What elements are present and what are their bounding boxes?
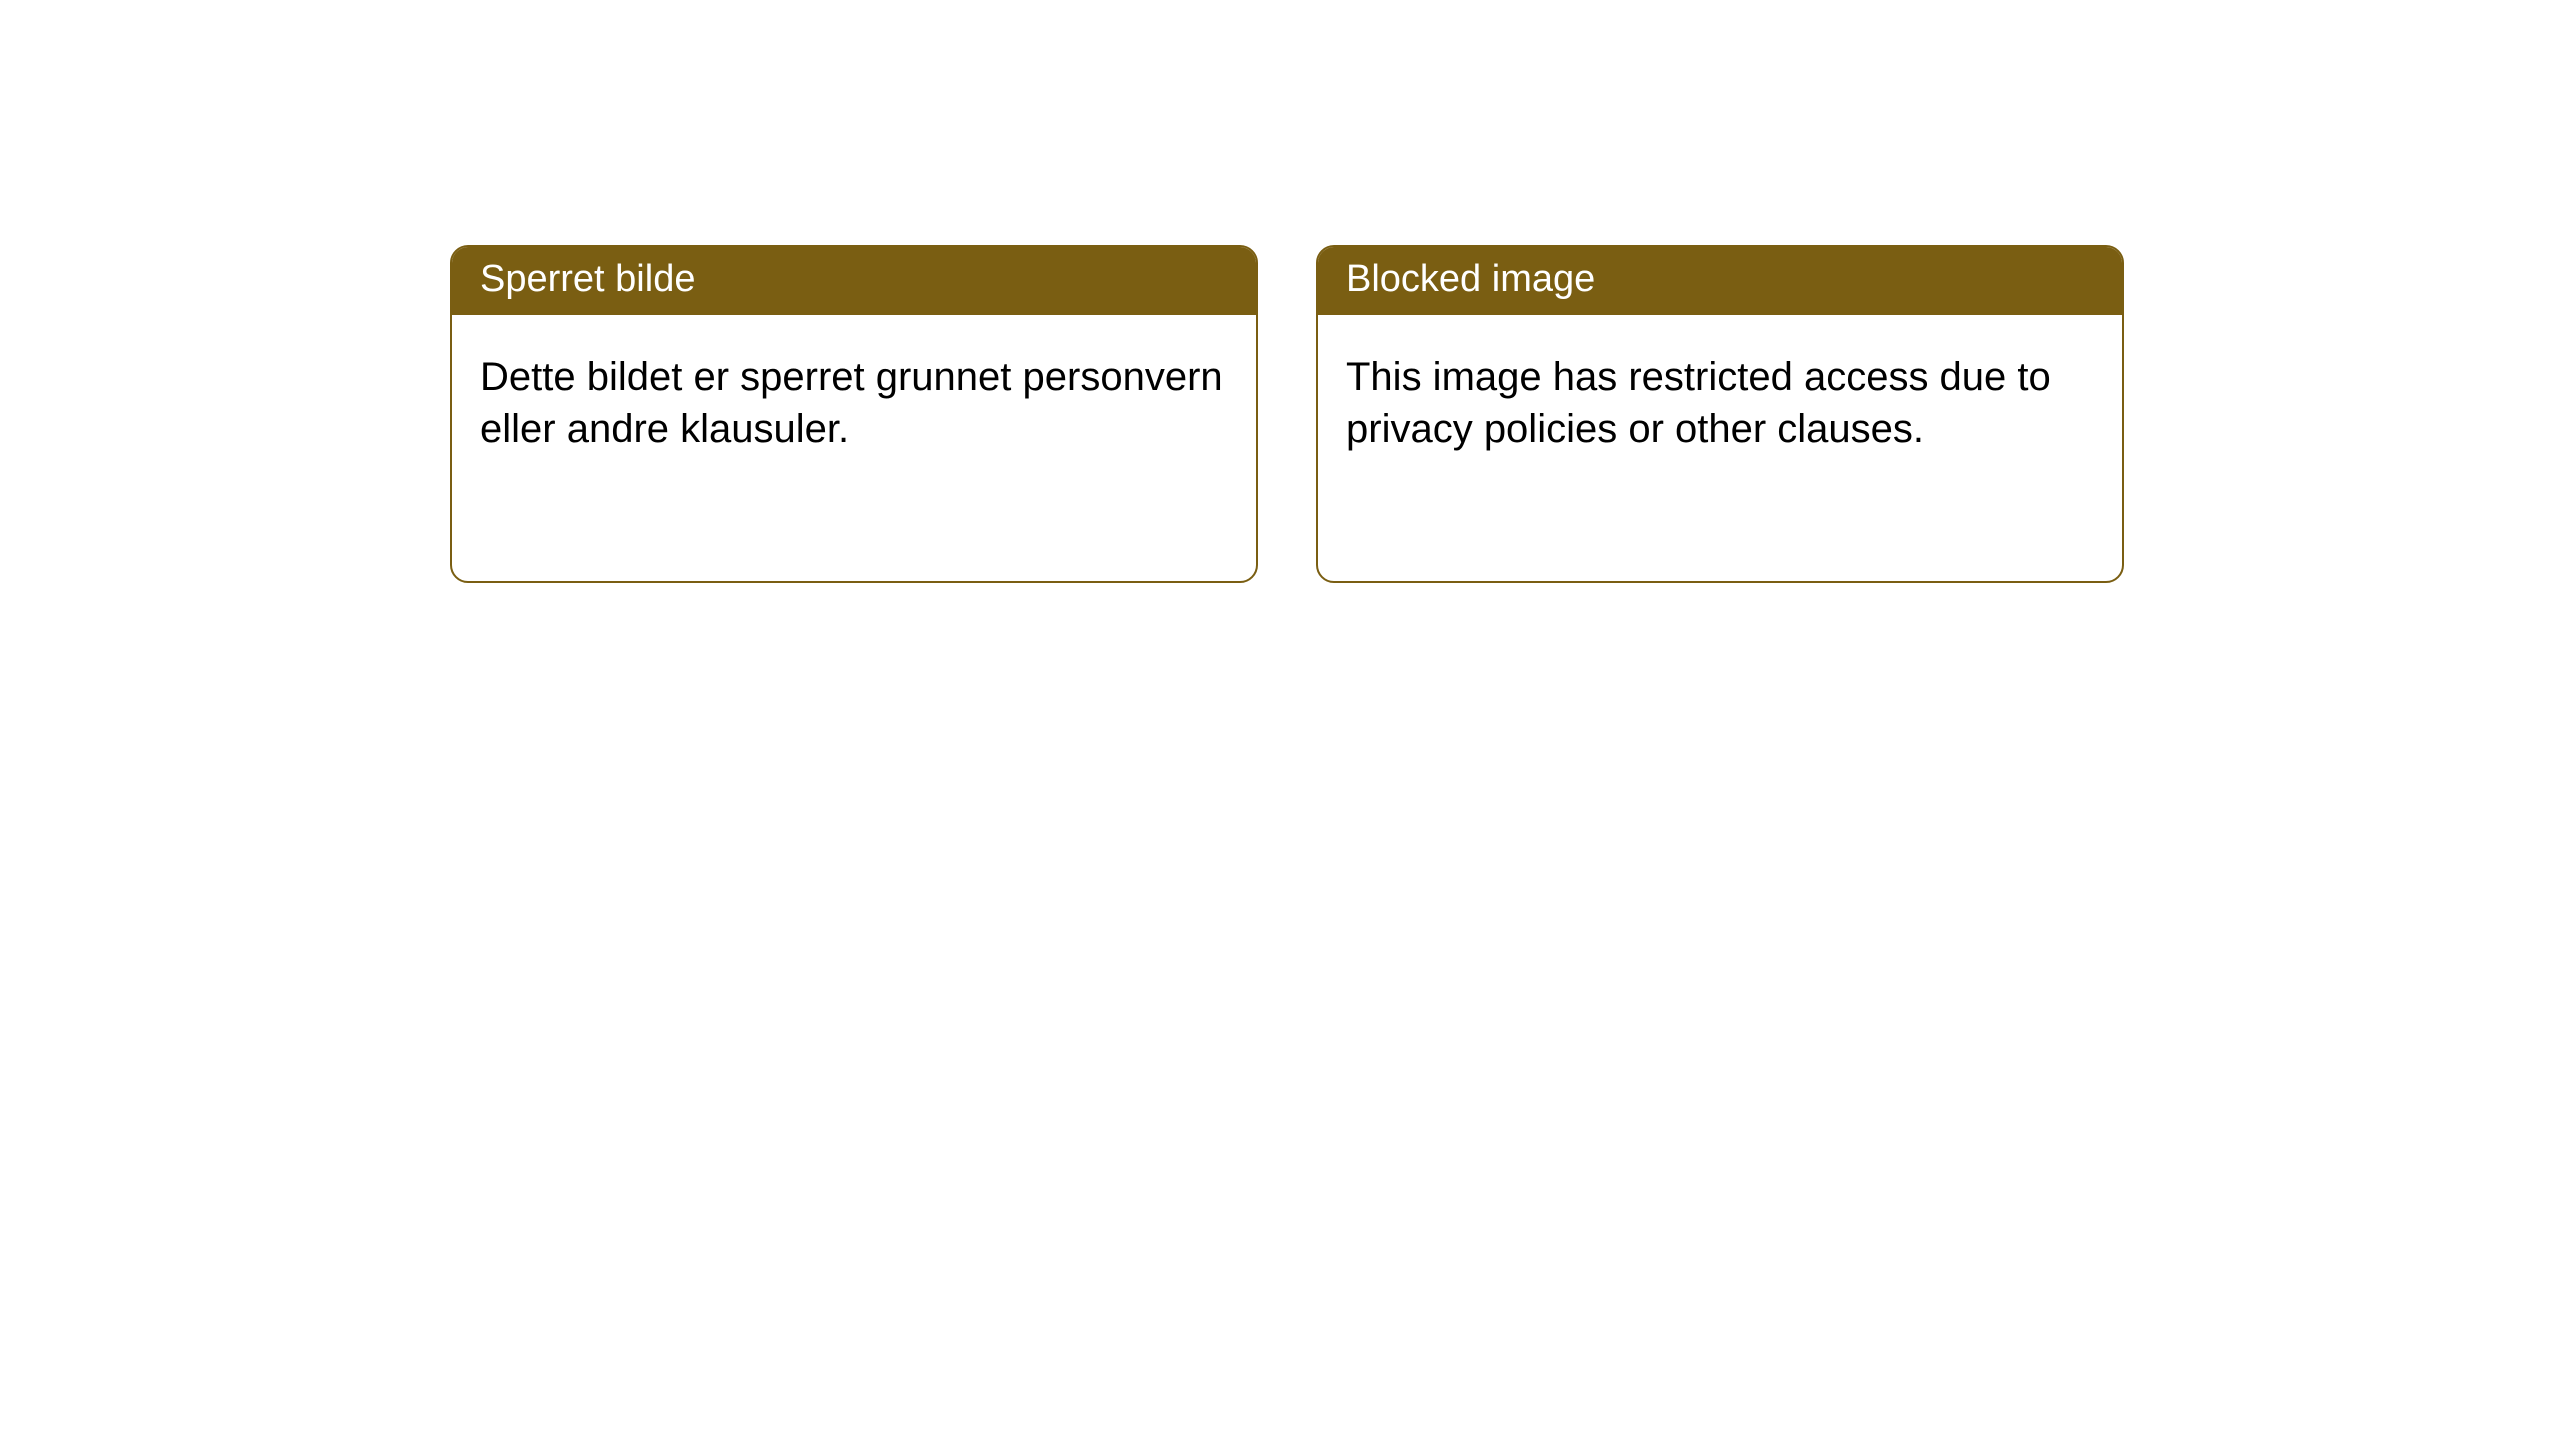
notices-container: Sperret bilde Dette bildet er sperret gr… xyxy=(450,245,2124,583)
notice-body-norwegian: Dette bildet er sperret grunnet personve… xyxy=(452,315,1256,491)
notice-body-english: This image has restricted access due to … xyxy=(1318,315,2122,491)
notice-card-norwegian: Sperret bilde Dette bildet er sperret gr… xyxy=(450,245,1258,583)
notice-card-english: Blocked image This image has restricted … xyxy=(1316,245,2124,583)
notice-header-english: Blocked image xyxy=(1318,247,2122,315)
notice-header-norwegian: Sperret bilde xyxy=(452,247,1256,315)
